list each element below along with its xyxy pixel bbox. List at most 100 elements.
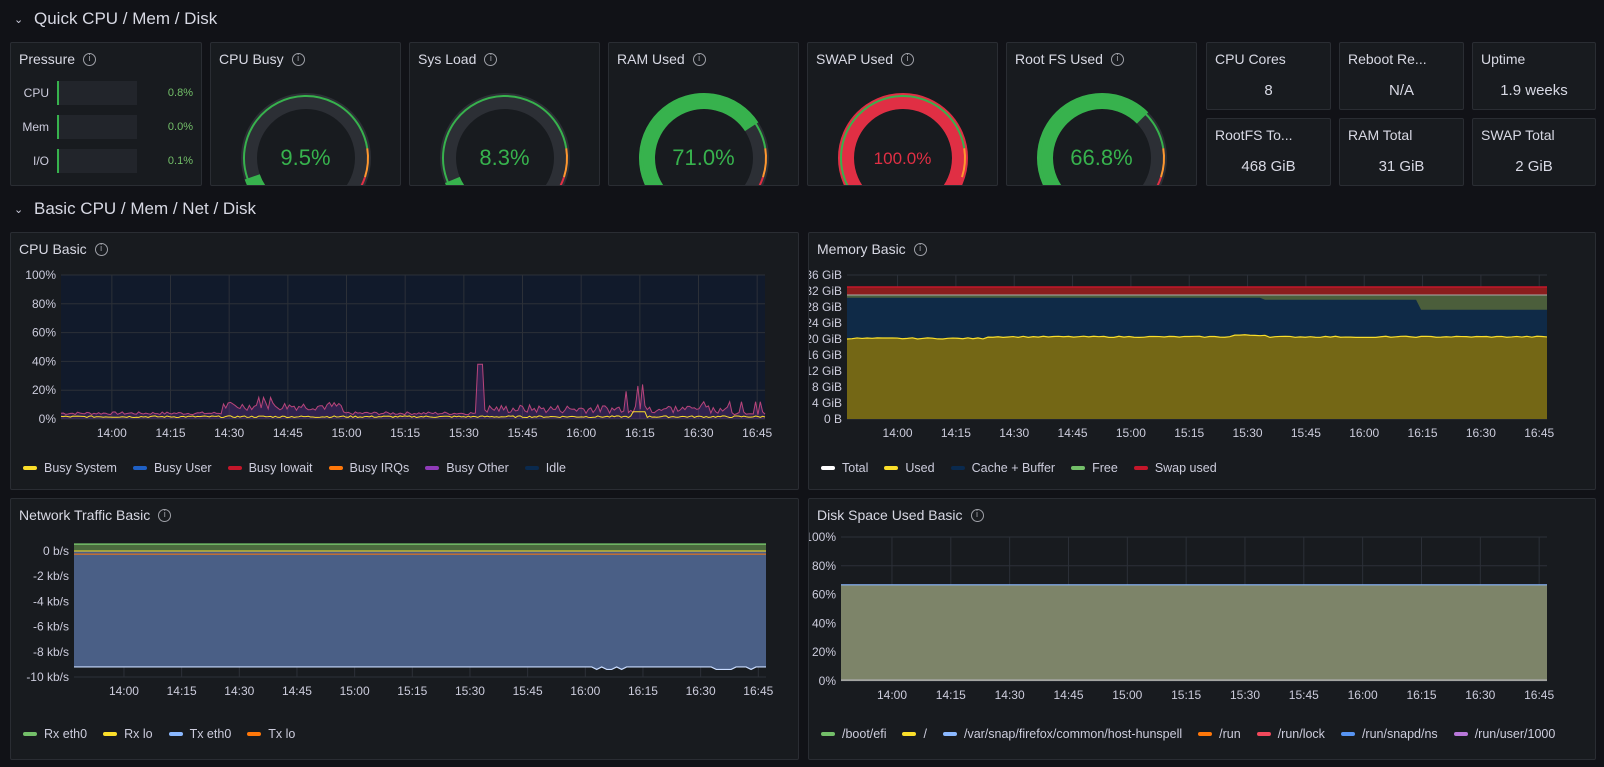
gauge-threshold-green (840, 95, 966, 185)
legend-label: Cache + Buffer (971, 461, 1056, 475)
info-icon[interactable]: i (901, 52, 915, 66)
pressure-label: I/O (32, 154, 49, 168)
y-tick-label: 60% (32, 326, 56, 340)
gauge (440, 93, 570, 185)
legend-item[interactable]: Busy IRQs (328, 461, 409, 475)
legend-item[interactable]: /boot/efi (821, 727, 886, 741)
x-tick-label: 15:30 (449, 426, 479, 440)
legend-item[interactable]: /run/lock (1256, 727, 1325, 741)
gauge-threshold-green (641, 95, 767, 185)
info-icon[interactable]: i (913, 242, 927, 256)
gauge (1037, 93, 1167, 185)
legend-item[interactable]: Busy Iowait (227, 461, 313, 475)
series-used-area (847, 334, 1547, 419)
info-icon[interactable]: i (484, 52, 498, 66)
panel-title: CPU Basic (19, 241, 87, 257)
gauge-fill (838, 93, 968, 185)
legend-item[interactable]: Busy System (23, 461, 117, 475)
legend-label: /run/lock (1277, 727, 1325, 741)
info-icon[interactable]: i (158, 508, 172, 522)
panel-title: Reboot Re... (1348, 51, 1427, 67)
pressure-value: 0.8% (167, 87, 193, 99)
info-icon[interactable]: i (970, 508, 984, 522)
chevron-down-icon: ⌄ (14, 203, 24, 216)
legend-swatch (884, 466, 899, 470)
x-tick-label: 14:45 (273, 426, 303, 440)
legend-item[interactable]: Tx eth0 (168, 727, 231, 741)
info-icon[interactable]: i (94, 242, 108, 256)
legend-item[interactable]: Rx eth0 (23, 727, 87, 741)
x-tick-label: 14:15 (167, 684, 197, 698)
info-icon[interactable]: i (1110, 52, 1124, 66)
legend-item[interactable]: /run/snapd/ns (1340, 727, 1438, 741)
gauge-panel: SWAP Used i 100.0% (807, 42, 998, 186)
legend-item[interactable]: Swap used (1133, 461, 1217, 475)
memory-chart[interactable]: 0 B 4 GiB 8 GiB 12 GiB 16 GiB 20 GiB 24 GiB 28 … (809, 233, 1596, 490)
row-header-quick[interactable]: ⌄ Quick CPU / Mem / Disk (14, 7, 217, 31)
legend-item[interactable]: Rx lo (103, 727, 153, 741)
x-tick-label: 16:45 (743, 684, 773, 698)
y-tick-label: 80% (812, 559, 836, 573)
legend-item[interactable]: Tx lo (247, 727, 295, 741)
legend-item[interactable]: Busy Other (425, 461, 509, 475)
x-tick-label: 15:45 (513, 684, 543, 698)
y-tick-label: 20% (32, 383, 56, 397)
disk-chart[interactable]: 0% 20% 40% 60% 80% 100% 14:00 14:15 14:30 14:45 15… (809, 499, 1596, 760)
info-icon[interactable]: i (291, 52, 305, 66)
panel-title: Uptime (1481, 51, 1526, 67)
series-free-area (847, 295, 1547, 310)
panel-title: Disk Space Used Basic (817, 507, 963, 523)
legend-label: /var/snap/firefox/common/host-hunspell (963, 727, 1183, 741)
panel-title: RAM Used (617, 51, 685, 67)
legend-item[interactable]: /var/snap/firefox/common/host-hunspell (942, 727, 1183, 741)
x-tick-label: 14:30 (224, 684, 254, 698)
x-tick-label: 15:30 (1230, 688, 1260, 702)
legend-item[interactable]: Idle (524, 461, 566, 475)
legend-label: Swap used (1154, 461, 1217, 475)
x-tick-label: 15:30 (1233, 426, 1263, 440)
gauge-threshold-green (1039, 95, 1165, 185)
gauge-fill (244, 173, 266, 185)
pressure-row: I/O 0.1% (19, 149, 193, 173)
gauge-value: 66.8% (1070, 145, 1133, 170)
gauge-track (241, 93, 371, 185)
series-busy-other (60, 363, 766, 416)
x-tick-label: 16:00 (566, 426, 596, 440)
legend-item[interactable]: Free (1071, 461, 1118, 475)
legend-swatch (902, 732, 917, 736)
cpu-chart[interactable]: 0% 20% 40% 60% 80% 100% 14:00 14:15 14:30 14:45 15… (11, 233, 799, 490)
legend-label: /run/snapd/ns (1361, 727, 1438, 741)
legend-item[interactable]: / (902, 727, 927, 741)
legend-item[interactable]: Cache + Buffer (950, 461, 1056, 475)
stat-value: 468 GiB (1241, 158, 1296, 175)
legend-label: Total (842, 461, 869, 475)
legend-swatch (168, 732, 183, 736)
panel-title: Pressure (19, 51, 76, 67)
plot-area (61, 275, 765, 419)
network-chart[interactable]: -10 kb/s -8 kb/s -6 kb/s -4 kb/s -2 kb/s 0 b/… (11, 499, 799, 760)
x-tick-label: 15:15 (397, 684, 427, 698)
legend-item[interactable]: Used (884, 461, 935, 475)
gauge-threshold-green (442, 95, 568, 185)
pressure-bar (57, 149, 137, 173)
stat-value: N/A (1388, 82, 1414, 99)
y-tick-label: -2 kb/s (33, 569, 69, 583)
x-tick-label: 14:00 (97, 426, 127, 440)
legend-item[interactable]: Total (821, 461, 868, 475)
legend-item[interactable]: /run (1198, 727, 1241, 741)
info-icon[interactable]: i (692, 52, 706, 66)
panel-title: RootFS To... (1215, 127, 1293, 143)
gauge-threshold-red (360, 176, 366, 185)
legend-label: Busy System (44, 461, 117, 475)
series-busy-other-area (61, 364, 765, 419)
legend-item[interactable]: /run/user/1000 (1453, 727, 1555, 741)
x-tick-label: 14:30 (995, 688, 1025, 702)
legend-swatch (23, 732, 37, 736)
legend-swatch (227, 466, 242, 470)
legend-item[interactable]: Busy User (132, 461, 212, 475)
x-tick-label: 14:30 (999, 426, 1029, 440)
info-icon[interactable]: i (83, 52, 97, 66)
series-root-area (841, 584, 1547, 681)
legend-swatch (1453, 732, 1468, 736)
row-header-basic[interactable]: ⌄ Basic CPU / Mem / Net / Disk (14, 197, 256, 221)
